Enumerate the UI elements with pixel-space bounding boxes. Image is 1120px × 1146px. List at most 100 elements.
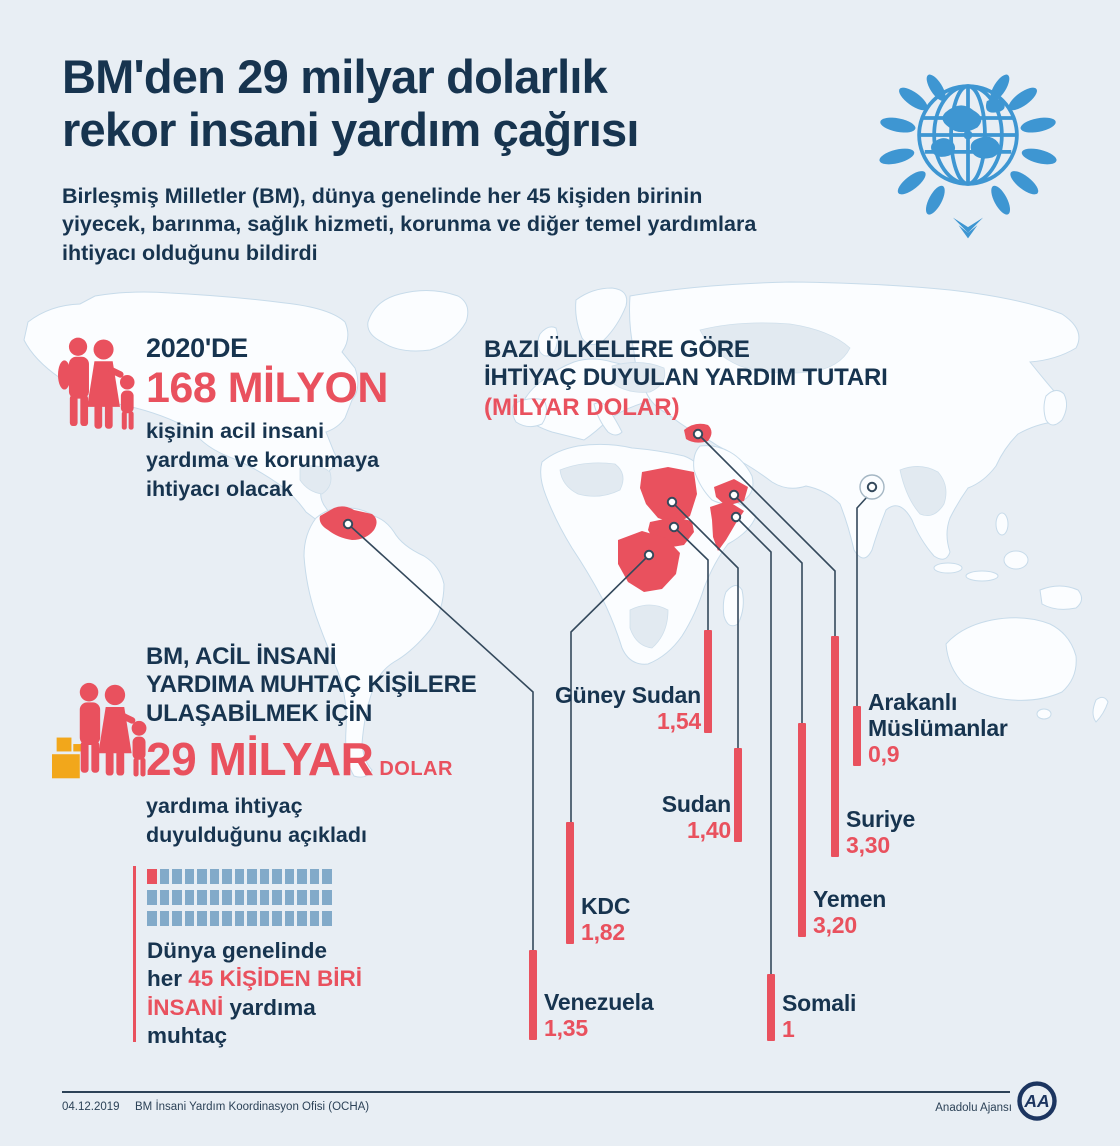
connector-kdc [570, 554, 650, 823]
region-italy [593, 402, 623, 436]
waffle-caption-line: İNSANİ yardıma [147, 994, 407, 1022]
waffle-cell [322, 869, 332, 884]
stat-2020-year: 2020'DE [146, 333, 248, 363]
waffle-cell [309, 869, 319, 884]
waffle-cell [209, 869, 219, 884]
bar-somali [767, 974, 775, 1041]
waffle-cell [297, 869, 307, 884]
waffle-cell [197, 869, 207, 884]
waffle-accent-line [133, 866, 136, 1042]
region-iberia [511, 398, 548, 428]
waffle-cell [309, 911, 319, 926]
island-philippines [995, 512, 1009, 536]
waffle-caption-line: her 45 KİŞİDEN BİRİ [147, 965, 407, 993]
waffle-cell [172, 890, 182, 905]
waffle-cell [209, 890, 219, 905]
connector-guney-sudan [673, 526, 709, 631]
island-tasmania [1036, 708, 1052, 720]
waffle-cell [247, 890, 257, 905]
waffle-cell [259, 911, 269, 926]
waffle-cell [147, 890, 157, 905]
stat-29-block: BM, ACİL İNSANİ YARDIMA MUHTAÇ KİŞİLERE … [146, 643, 486, 850]
region-southern-africa [629, 604, 669, 649]
stat-29-heading: BM, ACİL İNSANİ YARDIMA MUHTAÇ KİŞİLERE … [146, 643, 477, 727]
caption-segment: İNSANİ [147, 994, 224, 1020]
continent-greenland [367, 290, 469, 352]
region-central-asia [699, 322, 851, 374]
aid-boxes-icon [52, 737, 82, 779]
waffle-caption-line: muhtaç [147, 1022, 407, 1050]
chart-title-block: BAZI ÜLKELERE GÖRE İHTİYAÇ DUYULAN YARDI… [484, 336, 904, 422]
island-new-zealand [1092, 696, 1109, 723]
connector-suriye [697, 433, 836, 637]
caption-segment: her [147, 966, 189, 992]
bar-yemen [798, 723, 806, 937]
waffle-cell [222, 869, 232, 884]
region-mexico [299, 465, 332, 495]
waffle-cell [297, 911, 307, 926]
waffle-cell [272, 869, 282, 884]
bar-arakan [853, 706, 861, 766]
caption-segment: yardıma [223, 994, 316, 1020]
waffle-cell [147, 911, 157, 926]
waffle-caption: Dünya genelinde her 45 KİŞİDEN BİRİ İNSANİ… [147, 937, 407, 1050]
continent-australia [945, 617, 1077, 701]
waffle-cell-highlighted [147, 869, 157, 884]
waffle-cell [234, 890, 244, 905]
island-japan [1043, 390, 1068, 426]
waffle-cell [247, 911, 257, 926]
waffle-cell [184, 869, 194, 884]
stat-2020-number: 168 MİLYON [146, 364, 388, 412]
stat-29-amount-row: 29 MİLYAR DOLAR [146, 732, 486, 786]
bar-venezuela [529, 950, 537, 1040]
stat-2020-block: 2020'DE 168 MİLYON kişinin acil insani y… [146, 333, 476, 504]
waffle-cell [197, 890, 207, 905]
map-dot-suriye [692, 428, 704, 440]
island-java [965, 570, 999, 582]
un-emblem-icon [879, 74, 1057, 239]
waffle-cell [184, 890, 194, 905]
region-sahel [559, 462, 624, 497]
map-dot-somali [730, 511, 742, 523]
waffle-cell [284, 890, 294, 905]
map-dot-venezuela [342, 518, 354, 530]
footer-source: BM İnsani Yardım Koordinasyon Ofisi (OCH… [135, 1101, 370, 1113]
stat-29-body: yardıma ihtiyaç duyulduğunu açıkladı [146, 793, 367, 847]
un-emblem-laurel [879, 74, 1057, 239]
waffle-cell [209, 911, 219, 926]
waffle-cell [197, 911, 207, 926]
waffle-cell [284, 869, 294, 884]
waffle-cell [272, 911, 282, 926]
waffle-cell [272, 890, 282, 905]
bar-sudan [734, 748, 742, 842]
island-britain [537, 326, 559, 357]
waffle-cell [234, 911, 244, 926]
waffle-cell [259, 890, 269, 905]
waffle-cell [159, 911, 169, 926]
value-bars [529, 630, 861, 1041]
caption-segment: muhtaç [147, 1023, 228, 1049]
region-scandinavia [575, 287, 628, 345]
footer-agency: Anadolu Ajansı [935, 1102, 1012, 1114]
caption-segment: 45 KİŞİDEN BİRİ [188, 966, 363, 992]
waffle-cell [172, 869, 182, 884]
chart-unit-note: (MİLYAR DOLAR) [484, 394, 680, 422]
map-dot-guney-sudan [668, 521, 680, 533]
waffle-cell [234, 869, 244, 884]
stat-2020-body: kişinin acil insani yardıma ve korunmaya… [146, 419, 380, 502]
family-with-aid-boxes-icon [52, 682, 147, 779]
waffle-cell [184, 911, 194, 926]
map-dot-arakan [866, 481, 878, 493]
connector-sudan [671, 501, 739, 749]
highlight-ring-arakan [859, 474, 885, 500]
waffle-cell [259, 869, 269, 884]
waffle-cell [309, 890, 319, 905]
map-dot-yemen [728, 489, 740, 501]
waffle-cell [222, 890, 232, 905]
country-sudan [640, 467, 697, 524]
svg-text:AA: AA [1023, 1091, 1049, 1111]
waffle-cell [284, 911, 294, 926]
waffle-cell [322, 890, 332, 905]
bar-kdc [566, 822, 574, 944]
